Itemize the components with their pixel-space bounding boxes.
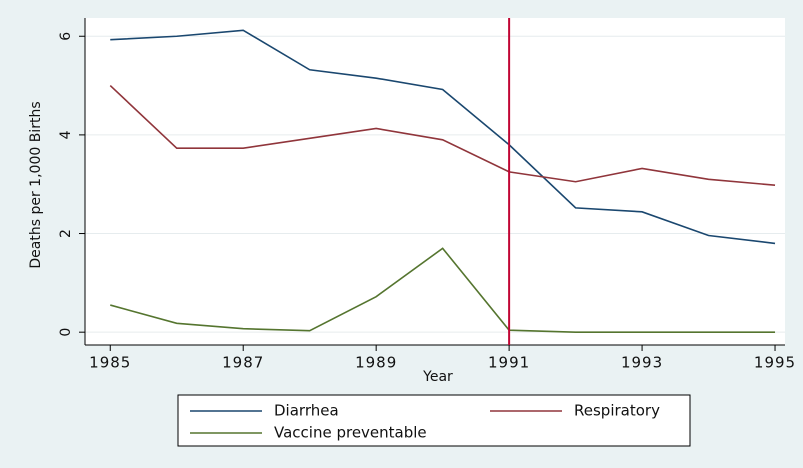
plot-area — [85, 18, 785, 345]
legend-label: Vaccine preventable — [274, 424, 427, 442]
x-tick-label: 1993 — [621, 354, 663, 372]
y-tick-label: 0 — [58, 328, 74, 337]
y-tick-label: 4 — [58, 130, 74, 139]
y-axis-label: Deaths per 1,000 Births — [28, 101, 44, 268]
legend — [177, 394, 691, 447]
series-line — [109, 84, 776, 186]
x-tick-label: 1995 — [754, 354, 796, 372]
series-line — [110, 29, 776, 245]
x-tick-label: 1985 — [89, 354, 131, 372]
x-tick-label: 1987 — [222, 354, 264, 372]
x-tick-label: 1989 — [355, 354, 397, 372]
y-tick-label: 6 — [58, 32, 74, 41]
y-tick-label: 2 — [58, 229, 74, 238]
series-line — [110, 247, 776, 333]
legend-label: Diarrhea — [274, 402, 339, 420]
legend-label: Respiratory — [574, 402, 660, 420]
x-axis-label: Year — [422, 369, 453, 385]
x-tick-label: 1991 — [488, 354, 530, 372]
